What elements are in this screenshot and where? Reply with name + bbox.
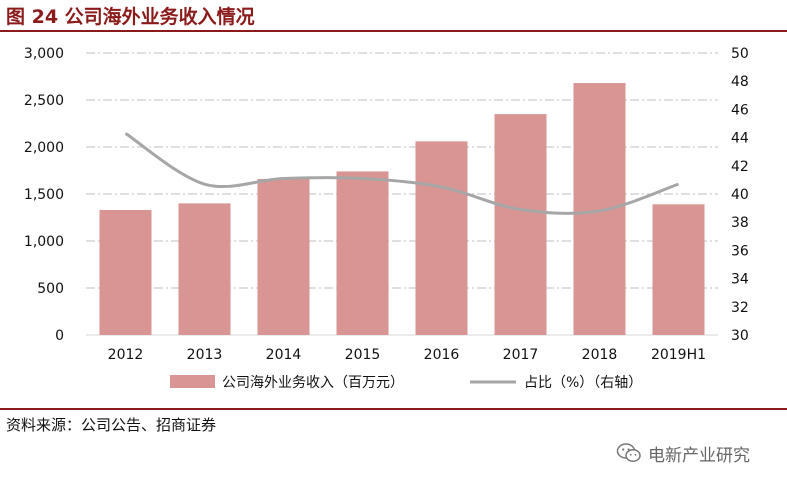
x-axis-ticks: 2012 2013 2014 2015 2016 2017 2018 2019H1 [108, 347, 706, 363]
right-tick-label: 48 [731, 74, 749, 90]
right-tick-label: 34 [731, 272, 749, 288]
x-tick-label: 2012 [108, 347, 144, 363]
legend: 公司海外业务收入（百万元） 占比（%）（右轴） [170, 375, 642, 391]
x-tick-label: 2013 [187, 347, 223, 363]
bar [652, 204, 705, 335]
right-tick-label: 42 [731, 159, 749, 175]
right-tick-label: 44 [731, 131, 749, 147]
left-tick-label: 500 [37, 281, 64, 297]
left-tick-label: 2,500 [24, 93, 64, 109]
bar [415, 141, 468, 335]
x-tick-label: 2019H1 [651, 347, 706, 363]
left-tick-label: 0 [55, 328, 64, 344]
bar [336, 171, 389, 335]
legend-bar-swatch [170, 375, 215, 388]
watermark: 电新产业研究 [616, 439, 750, 467]
x-tick-label: 2016 [424, 347, 460, 363]
left-tick-label: 2,000 [24, 140, 64, 156]
legend-line-label: 占比（%）（右轴） [524, 375, 642, 391]
right-tick-label: 32 [731, 300, 749, 316]
line-series [124, 132, 679, 215]
x-tick-label: 2018 [582, 347, 618, 363]
bar [99, 209, 152, 335]
left-tick-label: 1,500 [24, 187, 64, 203]
x-tick-label: 2017 [503, 347, 539, 363]
figure-title: 图 24 公司海外业务收入情况 [6, 6, 255, 28]
x-tick-label: 2014 [266, 347, 302, 363]
right-tick-label: 50 [731, 46, 749, 62]
bar [494, 114, 547, 335]
footer-divider [0, 408, 787, 410]
left-axis-ticks: 0 500 1,000 1,500 2,000 2,500 3,000 [24, 46, 64, 344]
right-tick-label: 30 [731, 328, 749, 344]
bar-line-chart: 0 500 1,000 1,500 2,000 2,500 3,000 30 32 34 36 38… [24, 46, 749, 391]
wechat-icon [616, 443, 641, 463]
left-tick-label: 3,000 [24, 46, 64, 62]
left-tick-label: 1,000 [24, 234, 64, 250]
right-tick-label: 40 [731, 187, 749, 203]
bar [573, 83, 626, 335]
share-line [124, 132, 679, 215]
right-tick-label: 38 [731, 215, 749, 231]
x-tick-label: 2015 [345, 347, 381, 363]
title-divider [0, 30, 787, 32]
watermark-label: 电新产业研究 [648, 445, 750, 466]
bar [257, 178, 310, 335]
right-axis-ticks: 30 32 34 36 38 40 42 44 46 48 50 [731, 46, 749, 344]
source-note: 资料来源：公司公告、招商证券 [6, 416, 217, 434]
bar [178, 203, 231, 335]
right-tick-label: 36 [731, 243, 749, 259]
bar-series [99, 83, 705, 335]
right-tick-label: 46 [731, 102, 749, 118]
legend-bar-label: 公司海外业务收入（百万元） [222, 375, 404, 391]
